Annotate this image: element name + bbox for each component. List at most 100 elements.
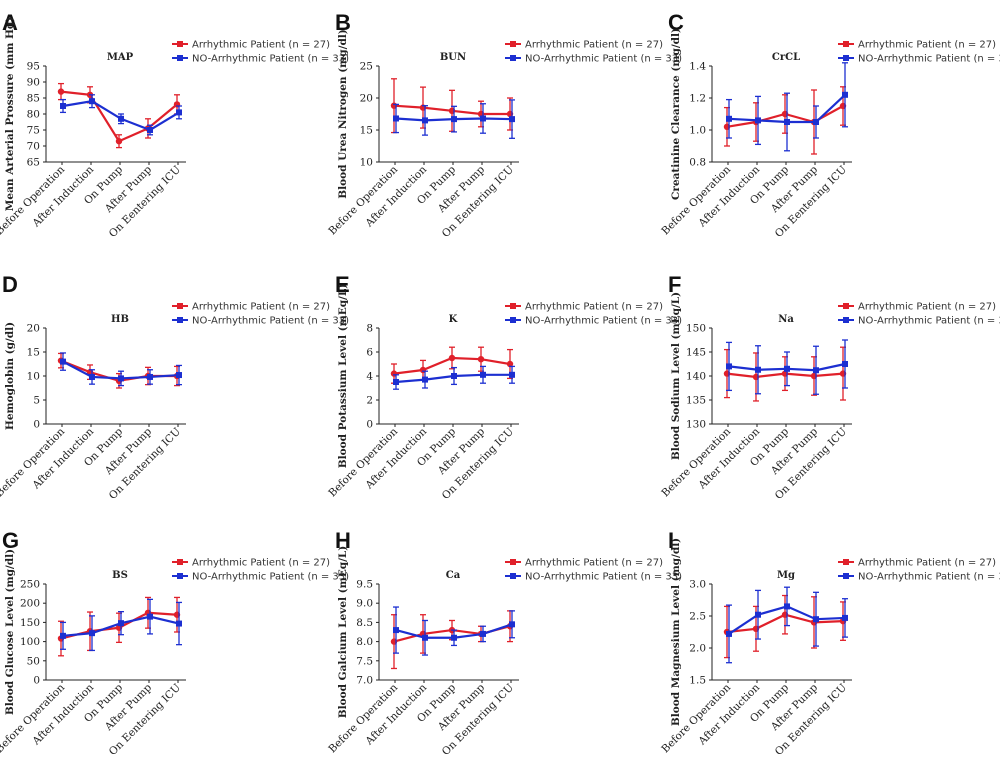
panel-f: F Na Blood Sodium Level (mEq/L) 130 135 140 14… [659,272,1000,502]
legend-marker [177,55,183,61]
panel-letter: E [335,272,350,297]
y-tick-label: 15 [360,125,373,137]
panel-letter: C [668,10,684,35]
y-axis-label: Hemoglobin (g/dl) [4,322,16,430]
legend-marker [510,303,516,309]
data-point [813,367,819,374]
y-axis-label: Blood Urea Nitrogen (mg/dl) [337,29,349,199]
y-axis-label: Creatinine Clearance (mg/dl) [670,28,682,200]
legend-label: NO-Arrhythmic Patient (n = 33) [858,316,1000,327]
panel-letter: A [2,10,18,35]
legend-marker [510,573,516,579]
data-point [422,117,428,124]
panel-title: CrCL [772,52,800,63]
legend-label: Arrhythmic Patient (n = 27) [858,558,996,569]
panel-title: BUN [440,52,466,63]
legend-label: Arrhythmic Patient (n = 27) [192,558,330,569]
y-tick-label: 140 [686,371,706,383]
panel-title: Na [778,314,794,325]
legend-label: NO-Arrhythmic Patient (n = 33) [525,54,682,65]
y-tick-label: 2 [366,395,373,407]
data-point [451,116,457,123]
data-point [115,138,123,145]
panel-letter: F [668,272,681,297]
data-point [393,115,399,122]
y-tick-label: 20 [27,323,40,335]
panel-a: A MAP Mean Arterial Prossure (mm Hg) 65 70 75… [0,10,349,240]
legend-marker [843,559,849,565]
data-point [451,373,457,379]
legend-label: NO-Arrhythmic Patient (n = 33) [192,316,349,327]
data-point [755,611,761,618]
series-arrhythmic [57,596,181,657]
legend-marker [843,573,849,579]
legend-label: NO-Arrhythmic Patient (n = 33) [192,54,349,65]
y-tick-label: 8.5 [356,617,373,629]
y-tick-label: 8 [366,323,373,335]
legend-marker [843,317,849,323]
panel-letter: G [2,528,19,553]
data-point [509,371,515,378]
y-tick-label: 65 [27,157,40,169]
data-point [509,116,515,123]
y-tick-label: 2.5 [689,611,706,623]
series-non-arrhythmic [393,606,515,656]
panel-title: HB [111,314,129,325]
data-point [60,358,66,365]
data-point [176,109,182,116]
panel-i: I Mg Blood Magnesium Level (mg/dl) 1.5 2.0 2.… [659,528,1000,758]
series-non-arrhythmic [60,352,182,387]
panel-letter: D [2,272,18,297]
data-point [480,630,486,637]
y-tick-label: 130 [686,419,706,431]
legend-marker [843,55,849,61]
y-tick-label: 145 [686,347,706,359]
y-tick-label: 1.0 [689,125,706,137]
data-point [89,98,95,105]
y-tick-label: 1.5 [689,675,706,687]
y-tick-label: 1.2 [689,93,706,105]
data-point [755,117,761,124]
legend-label: NO-Arrhythmic Patient (n = 33) [525,316,682,327]
y-tick-label: 1.4 [689,61,706,73]
data-point [448,354,456,362]
legend-marker [510,55,516,61]
y-tick-label: 7.5 [356,655,373,667]
data-point [477,356,485,363]
series-arrhythmic [723,86,847,155]
data-point [784,603,790,610]
data-point [842,614,848,621]
data-point [784,119,790,125]
legend-label: Arrhythmic Patient (n = 27) [858,302,996,313]
data-point [422,376,428,383]
legend-marker [510,317,516,323]
y-tick-label: 6 [366,347,373,359]
series-arrhythmic [723,346,847,402]
data-point [60,103,66,109]
y-tick-label: 3.0 [689,579,706,591]
data-point [118,115,124,122]
data-point [57,88,65,95]
legend-label: Arrhythmic Patient (n = 27) [192,302,330,313]
y-tick-label: 85 [27,93,40,105]
legend-marker [843,41,849,47]
panel-c: C CrCL Creatinine Clearance (mg/dl) 0.8 1.0 1… [659,10,1000,240]
panel-h: H Ca Blood Galcium Level (mEq/L) 7.0 7.5 8.0 8… [326,528,682,758]
y-tick-label: 5 [33,395,40,407]
data-point [89,373,95,380]
y-tick-label: 10 [27,371,40,383]
panel-title: MAP [107,52,134,63]
panel-letter: I [668,528,674,553]
legend-marker [177,317,183,323]
legend-marker [510,41,516,47]
y-tick-label: 4 [366,371,373,383]
y-tick-label: 0 [366,419,373,431]
data-point [422,634,428,641]
series-arrhythmic [723,594,847,659]
data-point [147,613,153,620]
y-tick-label: 0 [33,419,40,431]
